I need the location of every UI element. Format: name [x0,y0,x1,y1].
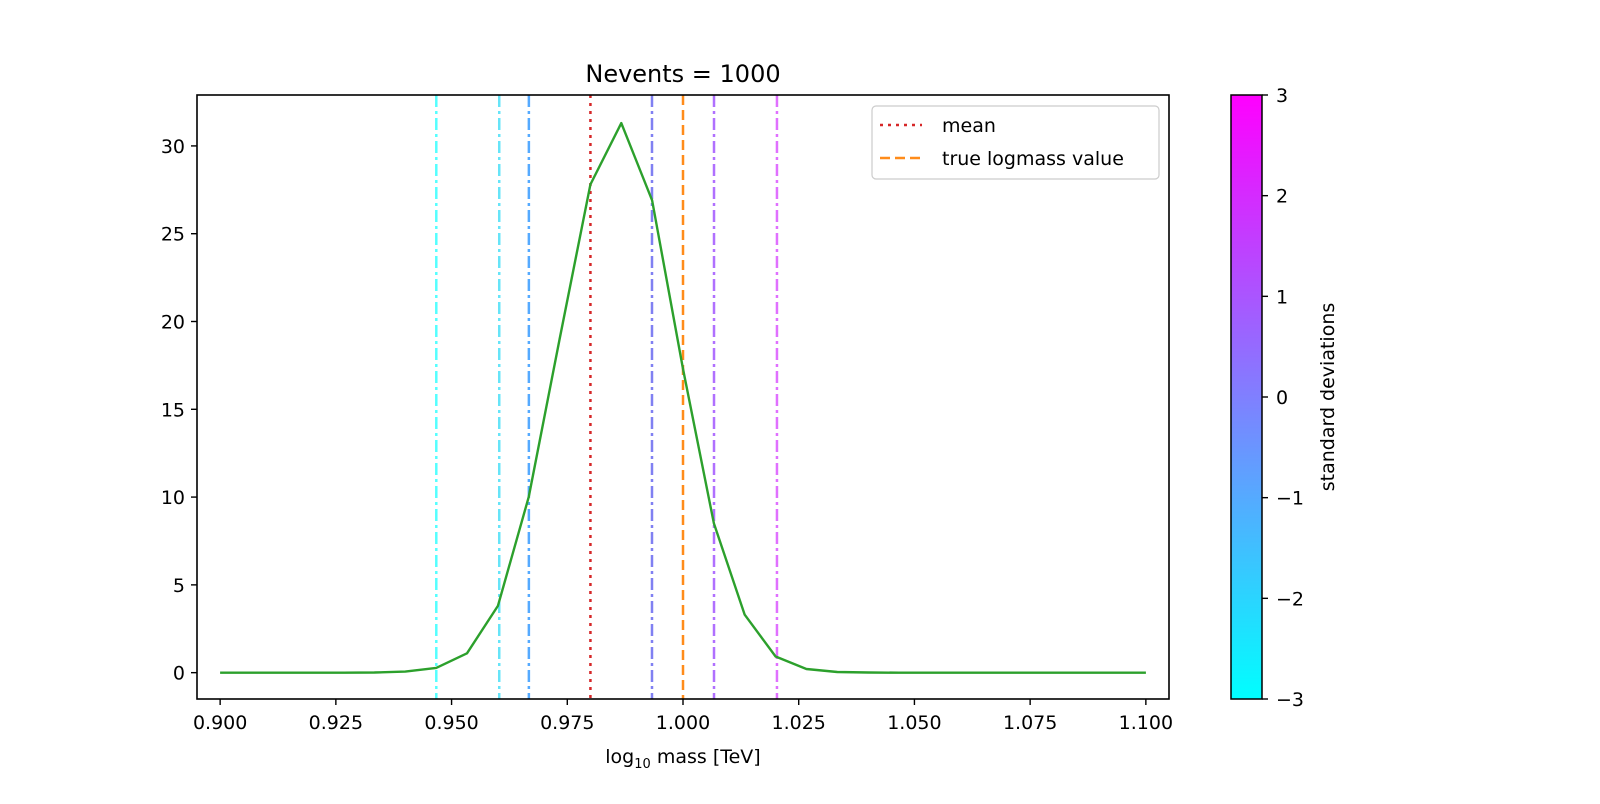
colorbar-tick-label-6: −3 [1276,689,1304,711]
colorbar-tick-label-2: 1 [1276,286,1288,308]
colorbar: 3 2 1 0 −1 −2 −3 standard deviations [1230,85,1339,711]
legend-label-true-value: true logmass value [942,148,1124,170]
x-tick-label-1: 0.925 [309,712,363,734]
y-tick-label-0: 0 [173,663,185,685]
x-axis-title-prefix: log [605,746,634,768]
colorbar-tick-label-5: −2 [1276,588,1304,610]
colorbar-tick-label-3: 0 [1276,387,1288,409]
colorbar-tick-label-0: 3 [1276,85,1288,107]
y-axis: 0 5 10 15 20 25 30 [161,136,197,685]
chart-title: Nevents = 1000 [585,60,780,88]
x-tick-label-5: 1.025 [772,712,826,734]
x-axis-title: log10 mass [TeV] [605,746,760,772]
legend-label-mean: mean [942,115,996,137]
y-tick-label-3: 15 [161,399,185,421]
series-line-0 [220,121,1146,674]
y-tick-label-4: 20 [161,312,185,334]
x-tick-label-0: 0.900 [193,712,247,734]
colorbar-gradient [1230,94,1263,700]
colorbar-ticks: 3 2 1 0 −1 −2 −3 [1262,85,1304,711]
colorbar-tick-label-1: 2 [1276,186,1288,208]
colorbar-tick-label-4: −1 [1276,488,1304,510]
x-tick-label-2: 0.950 [424,712,478,734]
legend-box [871,105,1160,180]
y-tick-label-6: 30 [161,136,185,158]
y-tick-label-1: 5 [173,575,185,597]
x-tick-label-8: 1.100 [1119,712,1173,734]
legend: mean true logmass value [871,105,1160,180]
x-tick-label-7: 1.075 [1003,712,1057,734]
x-tick-label-3: 0.975 [540,712,594,734]
series-layer [220,121,1146,674]
y-tick-label-5: 25 [161,224,185,246]
x-axis-title-suffix: mass [TeV] [651,746,761,768]
colorbar-label: standard deviations [1317,303,1339,492]
x-tick-label-4: 1.000 [656,712,710,734]
reference-lines [435,95,779,699]
x-axis: 0.900 0.925 0.950 0.975 1.000 1.025 1.050 1.075… [193,699,1173,734]
x-tick-label-6: 1.050 [887,712,941,734]
x-axis-title-subscript: 10 [634,757,651,772]
y-tick-label-2: 10 [161,487,185,509]
